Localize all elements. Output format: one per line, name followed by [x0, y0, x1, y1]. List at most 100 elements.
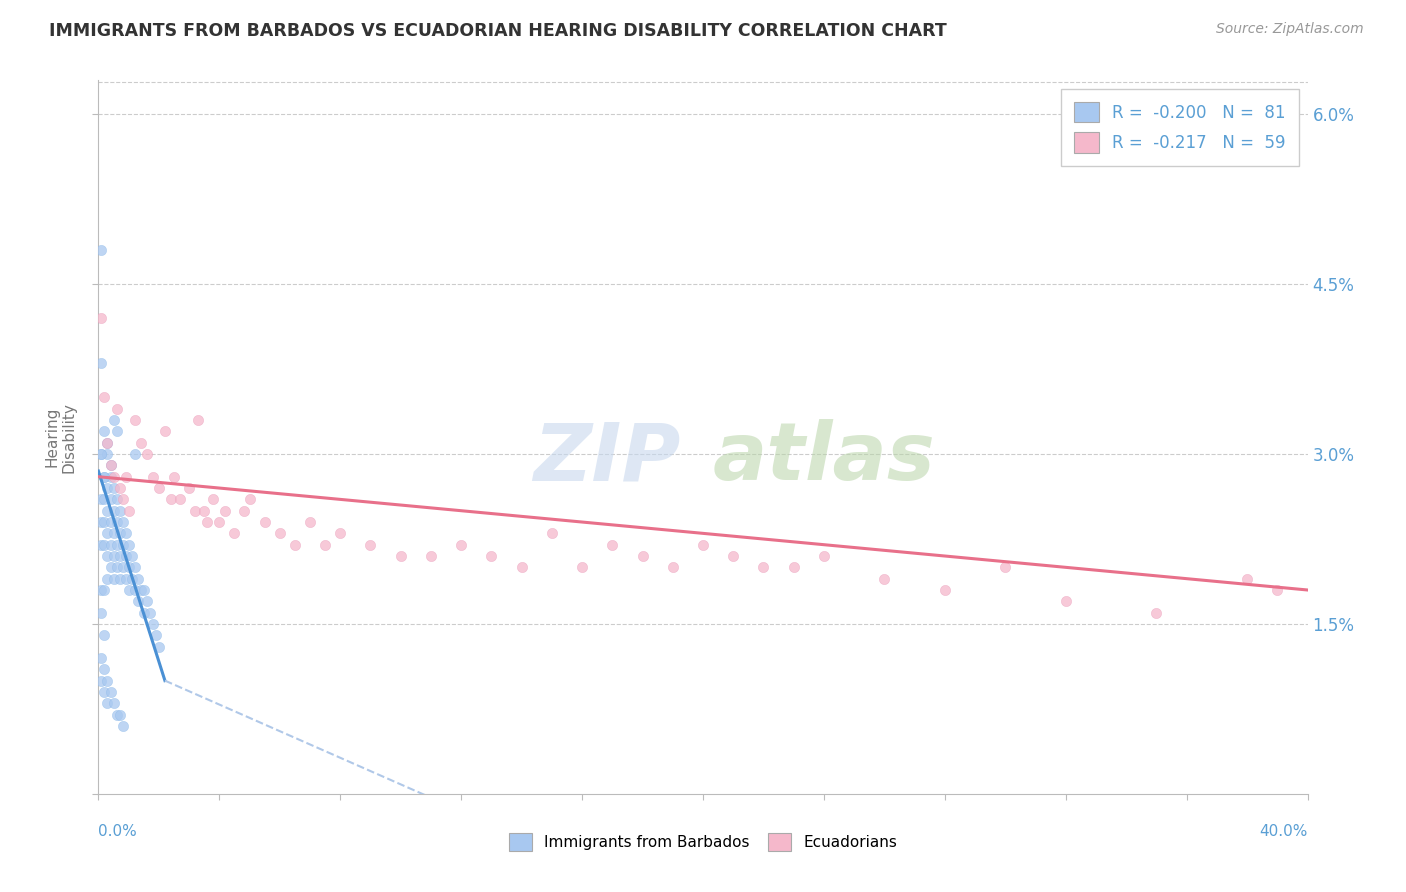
Point [108, 707, 131, 722]
Point [232, 504, 254, 518]
Point [179, 481, 201, 495]
Point [783, 560, 806, 574]
Point [103, 572, 125, 586]
Point [224, 526, 246, 541]
Point [93, 628, 115, 642]
Point [105, 515, 128, 529]
Point [752, 560, 775, 574]
Point [96, 447, 118, 461]
Point [96, 435, 118, 450]
Point [90, 673, 112, 688]
Point [114, 549, 136, 563]
Point [299, 515, 322, 529]
Point [108, 526, 131, 541]
Point [602, 538, 624, 552]
Point [90, 651, 112, 665]
Point [121, 549, 143, 563]
Point [111, 515, 134, 529]
Point [103, 696, 125, 710]
Point [114, 526, 136, 541]
Point [114, 572, 136, 586]
Point [169, 492, 191, 507]
Point [103, 549, 125, 563]
Point [661, 560, 683, 574]
Point [105, 538, 128, 552]
Point [813, 549, 835, 563]
Point [90, 582, 112, 597]
Point [571, 560, 593, 574]
Y-axis label: Hearing
Disability: Hearing Disability [45, 401, 77, 473]
Point [108, 481, 131, 495]
Point [994, 560, 1017, 574]
Point [100, 458, 122, 473]
Point [118, 582, 141, 597]
Point [93, 391, 115, 405]
Point [160, 492, 183, 507]
Point [93, 582, 115, 597]
Point [269, 526, 291, 541]
Text: 0.0%: 0.0% [98, 824, 138, 839]
Point [105, 707, 128, 722]
Point [723, 549, 745, 563]
Point [96, 435, 118, 450]
Point [100, 560, 122, 574]
Point [121, 572, 143, 586]
Point [111, 538, 134, 552]
Point [1054, 594, 1077, 608]
Point [90, 606, 112, 620]
Point [103, 481, 125, 495]
Text: ZIP: ZIP [533, 419, 681, 498]
Point [450, 538, 472, 552]
Point [93, 469, 115, 483]
Point [108, 504, 131, 518]
Point [93, 662, 115, 676]
Point [96, 673, 118, 688]
Text: 40.0%: 40.0% [1260, 824, 1308, 839]
Point [90, 311, 112, 326]
Point [510, 560, 533, 574]
Point [127, 572, 149, 586]
Point [114, 469, 136, 483]
Point [193, 504, 215, 518]
Point [93, 538, 115, 552]
Point [96, 481, 118, 495]
Point [90, 243, 112, 257]
Point [96, 696, 118, 710]
Point [129, 435, 152, 450]
Text: IMMIGRANTS FROM BARBADOS VS ECUADORIAN HEARING DISABILITY CORRELATION CHART: IMMIGRANTS FROM BARBADOS VS ECUADORIAN H… [49, 22, 948, 40]
Point [103, 413, 125, 427]
Point [111, 492, 134, 507]
Point [111, 719, 134, 733]
Point [96, 526, 118, 541]
Point [96, 549, 118, 563]
Text: atlas: atlas [713, 419, 935, 498]
Point [153, 425, 176, 439]
Point [239, 492, 262, 507]
Point [118, 560, 141, 574]
Point [105, 425, 128, 439]
Point [108, 572, 131, 586]
Point [100, 469, 122, 483]
Point [1144, 606, 1167, 620]
Point [631, 549, 654, 563]
Point [184, 504, 207, 518]
Point [214, 504, 236, 518]
Point [90, 492, 112, 507]
Point [100, 685, 122, 699]
Point [1267, 582, 1289, 597]
Point [692, 538, 714, 552]
Point [360, 538, 382, 552]
Point [195, 515, 218, 529]
Point [132, 606, 155, 620]
Point [873, 572, 896, 586]
Point [329, 526, 352, 541]
Point [420, 549, 443, 563]
Point [132, 582, 155, 597]
Point [100, 515, 122, 529]
Point [93, 469, 115, 483]
Point [124, 447, 146, 461]
Point [389, 549, 412, 563]
Point [124, 413, 146, 427]
Point [135, 447, 157, 461]
Point [124, 582, 146, 597]
